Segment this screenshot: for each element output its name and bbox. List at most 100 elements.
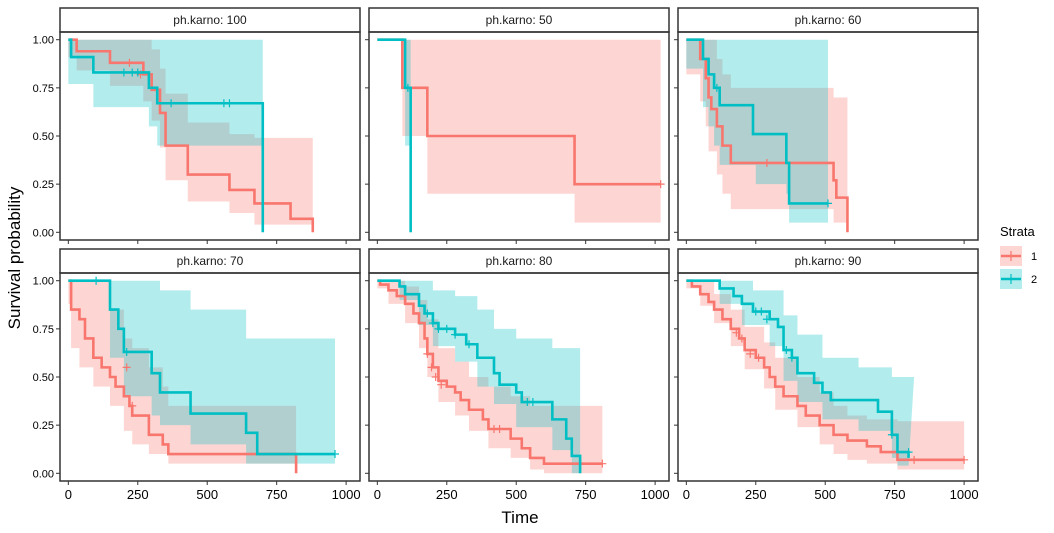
censor-mark-strata-1 <box>737 334 746 343</box>
x-tick-label: 750 <box>266 487 288 502</box>
x-tick-label: 750 <box>884 487 906 502</box>
censor-mark-strata-1 <box>746 349 755 358</box>
x-tick-label: 500 <box>196 487 218 502</box>
censor-mark-strata-2 <box>225 99 234 108</box>
y-tick-label: 0.75 <box>33 83 54 95</box>
confidence-band-strata-1 <box>377 280 603 474</box>
confidence-band-strata-1 <box>377 39 661 223</box>
x-tick-label: 250 <box>745 487 767 502</box>
censor-mark-strata-2 <box>762 315 771 324</box>
legend-label-strata-1: 1 <box>1031 251 1037 263</box>
y-tick-label: 0.75 <box>33 324 54 336</box>
x-axis-label: Time <box>501 508 538 527</box>
censor-mark-strata-1 <box>125 58 134 67</box>
y-tick-label: 1.00 <box>33 35 54 47</box>
facet-title: ph.karno: 90 <box>795 254 862 268</box>
y-tick-label: 0.50 <box>33 372 54 384</box>
censor-mark-strata-2 <box>331 450 339 459</box>
y-axis-label: Survival probability <box>5 186 24 329</box>
confidence-band-strata-2 <box>68 280 335 464</box>
confidence-band-strata-2 <box>68 39 263 146</box>
censor-mark-strata-2 <box>904 448 913 457</box>
censor-mark-strata-1 <box>427 363 436 372</box>
censor-mark-strata-2 <box>757 307 766 316</box>
legend-label-strata-2: 2 <box>1031 274 1037 286</box>
censor-mark-strata-2 <box>528 398 537 407</box>
censor-mark-strata-1 <box>437 380 446 389</box>
censor-mark-strata-2 <box>167 99 176 108</box>
confidence-band-strata-1 <box>686 39 848 233</box>
x-tick-label: 500 <box>814 487 836 502</box>
x-tick-label: 750 <box>575 487 597 502</box>
censor-mark-strata-2 <box>122 347 131 356</box>
facet-strip <box>59 7 361 33</box>
survival-curve-strata-2 <box>377 279 582 474</box>
confidence-band-strata-1 <box>68 39 313 225</box>
censor-mark-strata-2 <box>423 309 432 318</box>
censor-mark-strata-1 <box>732 328 741 337</box>
censor-mark-strata-1 <box>431 373 440 381</box>
censor-mark-strata-1 <box>423 349 432 358</box>
censor-mark-strata-2 <box>465 340 473 349</box>
facet-title: ph.karno: 50 <box>486 13 553 27</box>
censor-mark-strata-2 <box>887 430 896 439</box>
x-tick-label: 1000 <box>641 487 670 502</box>
censor-mark-strata-2 <box>403 83 412 92</box>
censor-mark-strata-2 <box>824 199 832 208</box>
survival-curve-strata-1 <box>68 38 315 233</box>
survival-curve-strata-1 <box>377 38 661 186</box>
censor-mark-strata-1 <box>656 180 665 189</box>
y-tick-label: 0.00 <box>33 468 54 480</box>
x-tick-label: 0 <box>65 487 72 502</box>
survival-curve-strata-1 <box>686 38 849 233</box>
censor-mark-strata-2 <box>782 346 791 355</box>
censor-mark-strata-2 <box>442 324 451 333</box>
censor-mark-strata-1 <box>122 363 131 372</box>
survival-curve-strata-1 <box>686 279 965 462</box>
y-tick-label: 0.00 <box>33 227 54 239</box>
facet-title: ph.karno: 80 <box>486 254 553 268</box>
facet-strip <box>59 248 361 274</box>
censor-mark-strata-1 <box>754 353 763 362</box>
panel-plot-area <box>68 276 339 474</box>
facet-title: ph.karno: 60 <box>795 13 862 27</box>
panel-plot-area <box>68 38 315 233</box>
y-tick-label: 1.00 <box>33 276 54 288</box>
censor-mark-strata-1 <box>762 158 771 167</box>
x-tick-label: 0 <box>683 487 690 502</box>
survival-curve-strata-1 <box>68 279 298 474</box>
survival-curve-strata-2 <box>686 38 828 205</box>
survival-curve-strata-2 <box>68 279 335 456</box>
confidence-band-strata-1 <box>686 280 965 470</box>
panel-plot-area <box>686 38 849 233</box>
censor-mark-strata-2 <box>712 83 721 92</box>
x-tick-label: 250 <box>436 487 458 502</box>
y-tick-label: 0.25 <box>33 179 54 191</box>
censor-mark-strata-2 <box>133 68 142 77</box>
censor-mark-strata-2 <box>92 276 101 285</box>
panel-plot-area <box>686 279 969 470</box>
survival-curve-strata-1 <box>377 279 603 465</box>
facet-strip <box>368 7 670 33</box>
censor-mark-strata-2 <box>434 324 443 333</box>
x-tick-label: 500 <box>505 487 527 502</box>
censor-mark-strata-1 <box>960 455 969 464</box>
facet-title: ph.karno: 100 <box>173 13 247 27</box>
facet-title: ph.karno: 70 <box>177 254 244 268</box>
panel-plot-area <box>377 279 607 474</box>
censor-mark-strata-1 <box>495 425 504 433</box>
confidence-band-strata-2 <box>377 280 581 474</box>
confidence-band-strata-2 <box>377 39 411 146</box>
censor-mark-strata-2 <box>451 330 460 339</box>
x-tick-label: 1000 <box>950 487 979 502</box>
facet-panels: ph.karno: 100 0.00 0.25 0.50 0.75 1.00 ph.karn… <box>33 7 979 502</box>
censor-mark-strata-2 <box>787 353 796 362</box>
panel-plot-area <box>377 38 665 233</box>
x-tick-label: 250 <box>127 487 149 502</box>
confidence-band-strata-2 <box>686 39 828 223</box>
y-tick-label: 0.25 <box>33 420 54 432</box>
legend: Strata 1 2 <box>1000 224 1037 289</box>
censor-mark-strata-1 <box>128 401 137 410</box>
confidence-band-strata-1 <box>68 280 297 474</box>
x-tick-label: 1000 <box>332 487 361 502</box>
